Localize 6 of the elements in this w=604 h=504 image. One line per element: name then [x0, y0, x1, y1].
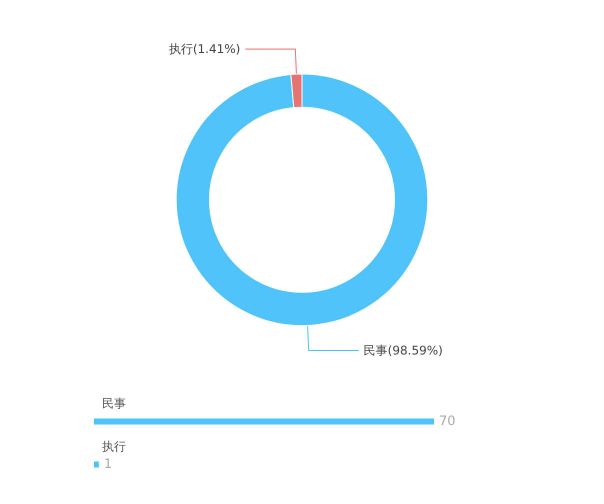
- data-label: 1: [104, 457, 112, 472]
- data-label: 70: [439, 414, 456, 429]
- y-tick-label: 执行: [102, 440, 126, 454]
- slice-label: 民事(98.59%): [364, 343, 443, 358]
- y-tick-label: 民事: [102, 396, 126, 410]
- slice-label: 执行(1.41%): [168, 42, 240, 56]
